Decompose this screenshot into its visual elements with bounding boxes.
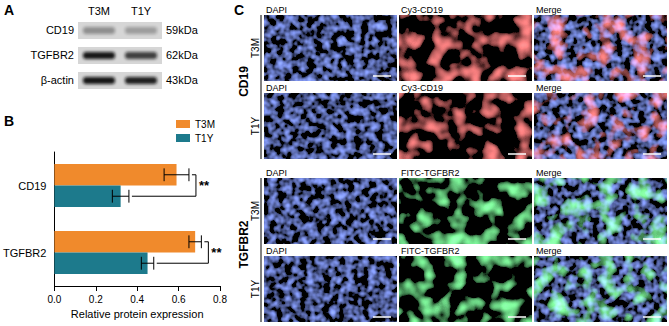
svg-text:DAPI: DAPI <box>266 83 287 93</box>
svg-text:β-actin: β-actin <box>41 74 74 86</box>
svg-text:DAPI: DAPI <box>266 168 287 178</box>
svg-text:Relative protein expression: Relative protein expression <box>71 308 204 320</box>
svg-text:T3M: T3M <box>250 38 261 58</box>
svg-text:0.4: 0.4 <box>130 294 144 305</box>
svg-text:T1Y: T1Y <box>131 5 152 17</box>
svg-text:Merge: Merge <box>536 246 562 256</box>
svg-text:T1Y: T1Y <box>195 133 214 144</box>
svg-text:Merge: Merge <box>536 5 562 15</box>
svg-text:Cy3-CD19: Cy3-CD19 <box>401 83 443 93</box>
svg-text:Cy3-CD19: Cy3-CD19 <box>401 5 443 15</box>
svg-text:T3M: T3M <box>250 201 261 221</box>
svg-text:FITC-TGFBR2: FITC-TGFBR2 <box>401 246 460 256</box>
svg-text:TGFBR2: TGFBR2 <box>3 247 46 259</box>
svg-text:0.0: 0.0 <box>47 294 61 305</box>
svg-text:T3M: T3M <box>88 5 110 17</box>
svg-text:0.2: 0.2 <box>89 294 103 305</box>
svg-text:Merge: Merge <box>536 83 562 93</box>
svg-text:0.8: 0.8 <box>213 294 227 305</box>
svg-text:T1Y: T1Y <box>250 280 261 299</box>
svg-text:59kDa: 59kDa <box>166 24 199 36</box>
svg-text:0.6: 0.6 <box>172 294 186 305</box>
svg-text:TGFBR2: TGFBR2 <box>31 49 74 61</box>
svg-text:CD19: CD19 <box>237 66 251 97</box>
svg-text:T1Y: T1Y <box>250 117 261 136</box>
svg-text:TGFBR2: TGFBR2 <box>237 220 251 268</box>
svg-text:43kDa: 43kDa <box>166 74 199 86</box>
svg-text:CD19: CD19 <box>46 24 74 36</box>
svg-text:DAPI: DAPI <box>266 246 287 256</box>
svg-text:**: ** <box>211 245 222 260</box>
svg-text:62kDa: 62kDa <box>166 49 199 61</box>
svg-text:DAPI: DAPI <box>266 5 287 15</box>
svg-text:FITC-TGFBR2: FITC-TGFBR2 <box>401 168 460 178</box>
svg-text:Merge: Merge <box>536 168 562 178</box>
svg-text:CD19: CD19 <box>18 180 46 192</box>
svg-text:T3M: T3M <box>195 119 215 130</box>
svg-text:A: A <box>4 2 14 18</box>
svg-text:B: B <box>4 113 14 129</box>
svg-text:**: ** <box>199 178 210 193</box>
svg-text:C: C <box>234 2 244 18</box>
